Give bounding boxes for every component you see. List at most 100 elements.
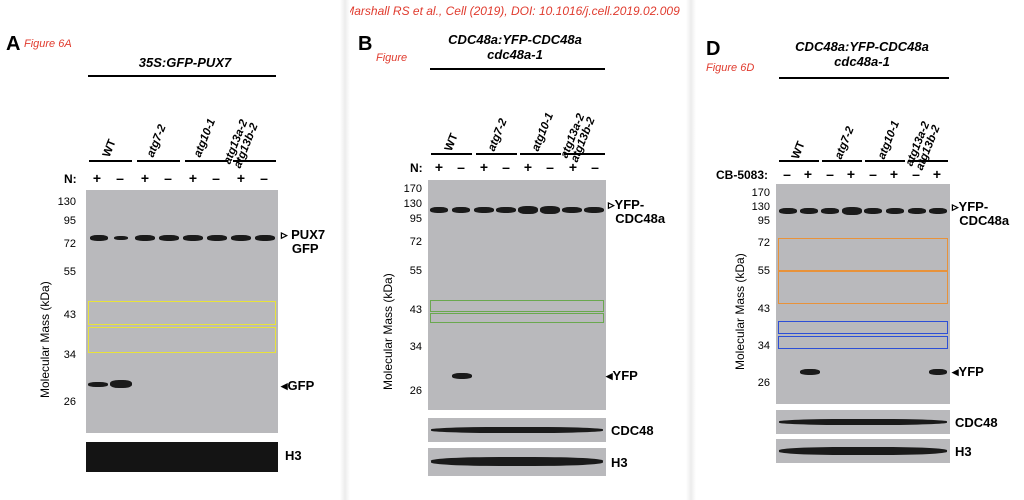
genotype-underline (89, 160, 132, 162)
band-label: CDC48 (955, 415, 998, 430)
genotype-underline (564, 153, 605, 155)
band-label: ◂YFP (606, 368, 638, 383)
band-label: H3 (285, 448, 302, 463)
highlight-box (88, 301, 276, 325)
treatment-sign: + (479, 159, 489, 175)
genotype-label: atg7-2 (144, 123, 169, 159)
mw-marker: 95 (757, 215, 770, 227)
western-blot-h3-b (428, 448, 606, 476)
highlight-box (88, 327, 276, 353)
band-label: ◂YFP (952, 364, 984, 379)
genotype-label: atg13a-2 atg13b-2 (903, 120, 943, 172)
western-blot-main-b (428, 180, 606, 410)
treatment-sign: – (826, 166, 834, 182)
panel-letter-d: D (706, 38, 721, 60)
construct-line: CDC48a:YFP-CDC48a (795, 39, 929, 54)
genotype-label: atg10-1 (191, 117, 219, 159)
treatment-sign: – (912, 166, 920, 182)
y-axis-title-b: Molecular Mass (kDa) (381, 273, 395, 390)
genotype-label: atg7-2 (485, 117, 510, 153)
treatment-label-a: N: (64, 172, 77, 186)
panel-separator (340, 0, 350, 500)
mw-marker: 130 (57, 196, 76, 208)
treatment-sign: + (889, 166, 899, 182)
mw-marker: 34 (757, 340, 770, 352)
western-blot-main-d (776, 184, 950, 404)
treatment-sign: – (783, 166, 791, 182)
highlight-box (778, 238, 948, 272)
highlight-box (778, 321, 948, 334)
band-label: H3 (955, 444, 972, 459)
genotype-label: WT (789, 139, 808, 161)
highlight-box (778, 270, 948, 304)
treatment-sign: – (502, 159, 510, 175)
construct-d: CDC48a:YFP-CDC48a cdc48a-1 (762, 39, 962, 69)
treatment-sign: + (523, 159, 533, 175)
mw-marker: 95 (63, 215, 76, 227)
genotype-underline (822, 160, 862, 162)
construct-underline (779, 77, 949, 79)
band-label: ▹YFP- CDC48a (952, 199, 1010, 228)
mw-marker: 170 (403, 183, 422, 195)
western-blot-main-a (86, 190, 278, 433)
construct-line: CDC48a:YFP-CDC48a (448, 32, 582, 47)
band-label-text: CDC48a (959, 213, 1010, 228)
treatment-sign: + (92, 170, 102, 186)
genotype-label: atg7-2 (832, 125, 857, 161)
fig-ref-b: Figure (376, 52, 408, 64)
genotype-underline (233, 160, 276, 162)
band-label: H3 (611, 455, 628, 470)
western-blot-cdc48-d (776, 410, 950, 434)
mw-marker: 130 (403, 198, 422, 210)
mw-marker: 34 (409, 341, 422, 353)
band-label-text: PUX7 (291, 227, 326, 242)
treatment-sign: + (434, 159, 444, 175)
mw-marker: 43 (63, 309, 76, 321)
treatment-sign: – (591, 159, 599, 175)
western-blot-loading-a (86, 442, 278, 472)
band-label: ▹ PUX7 GFP (281, 227, 326, 256)
treatment-sign: + (932, 166, 942, 182)
mw-marker: 72 (409, 236, 422, 248)
genotype-underline (476, 153, 517, 155)
mw-marker: 26 (757, 377, 770, 389)
band-label-text: YFP- (614, 197, 645, 212)
mw-marker: 72 (63, 238, 76, 250)
genotype-label: atg10-1 (875, 119, 903, 161)
treatment-sign: + (846, 166, 856, 182)
treatment-sign: – (260, 170, 268, 186)
mw-marker: 72 (757, 237, 770, 249)
mw-marker: 55 (63, 266, 76, 278)
mw-marker: 130 (751, 201, 770, 213)
treatment-sign: + (236, 170, 246, 186)
mw-marker: 95 (409, 213, 422, 225)
western-blot-h3-d (776, 439, 950, 463)
treatment-sign: + (188, 170, 198, 186)
western-blot-cdc48-b (428, 418, 606, 442)
highlight-box (430, 300, 604, 312)
genotype-underline (520, 153, 561, 155)
construct-underline (88, 75, 276, 77)
genotype-underline (908, 160, 948, 162)
treatment-sign: – (457, 159, 465, 175)
treatment-label-d: CB-5083: (716, 168, 769, 182)
construct-line: cdc48a-1 (487, 47, 543, 62)
panel-separator (686, 0, 696, 500)
band-label-text: YFP- (958, 199, 989, 214)
fig-ref-a: Figure 6A (24, 38, 72, 50)
genotype-label: WT (442, 131, 461, 153)
construct-a: 35S:GFP-PUX7 (138, 55, 232, 70)
treatment-sign: + (140, 170, 150, 186)
band-label-text: YFP (958, 364, 984, 379)
mw-marker: 170 (751, 187, 770, 199)
mw-marker: 26 (409, 385, 422, 397)
mw-marker: 26 (63, 396, 76, 408)
construct-underline (430, 68, 605, 70)
panel-letter-b: B (358, 33, 373, 55)
treatment-sign: + (803, 166, 813, 182)
genotype-underline (865, 160, 905, 162)
treatment-sign: – (869, 166, 877, 182)
construct-line: cdc48a-1 (834, 54, 890, 69)
fig-ref-d: Figure 6D (706, 62, 755, 74)
treatment-sign: + (568, 159, 578, 175)
